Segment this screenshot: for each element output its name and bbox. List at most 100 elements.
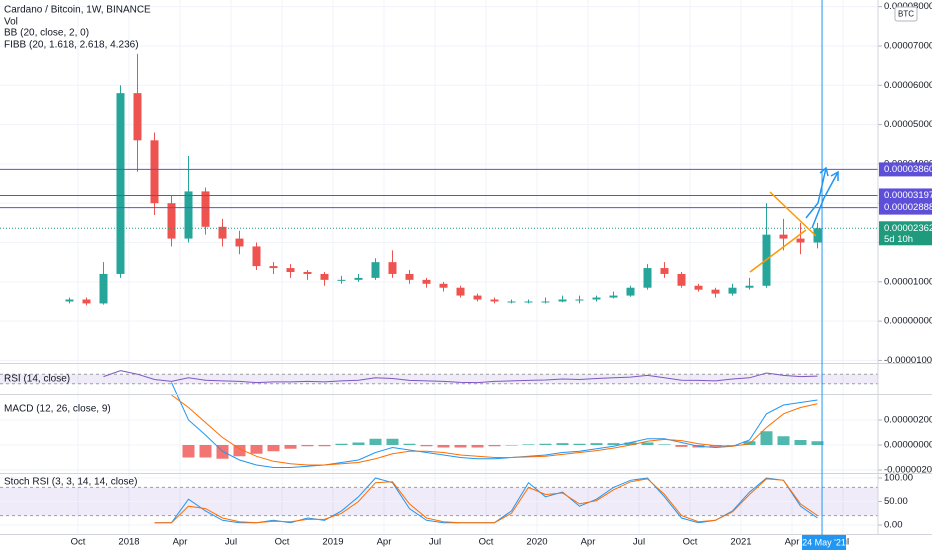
crosshair-date: 24 May '21 <box>802 537 846 547</box>
level-label-box <box>879 162 932 177</box>
candle-body <box>813 228 822 243</box>
candle-body <box>116 93 125 274</box>
x-tick-label: Apr <box>377 537 392 548</box>
candle-body <box>286 268 295 272</box>
candle-body <box>660 268 669 274</box>
candle-body <box>371 262 380 278</box>
candle-body <box>456 287 465 296</box>
histogram-bar <box>539 443 552 445</box>
candle-body <box>133 93 142 141</box>
candle-body <box>558 299 567 302</box>
y-tick-label: 0.00000200 <box>884 415 932 426</box>
candle-body <box>422 279 431 284</box>
x-tick-label: Apr <box>785 537 800 548</box>
candle-body <box>354 277 363 280</box>
y-tick-label: -0.00001000 <box>884 355 932 366</box>
currency-label: BTC <box>898 10 914 19</box>
indicator-line <box>154 478 818 524</box>
histogram-bar <box>471 445 484 448</box>
histogram-bar <box>556 443 569 445</box>
y-tick-label: 100.00 <box>884 473 913 484</box>
histogram-bar <box>573 443 586 445</box>
y-tick-label: 0.00006000 <box>884 80 932 91</box>
histogram-bar <box>607 443 620 445</box>
candle-body <box>439 283 448 288</box>
trend-line <box>749 229 807 273</box>
histogram-bar <box>386 438 399 445</box>
plot-area <box>0 0 878 534</box>
candle-body <box>167 203 176 239</box>
candle-body <box>473 295 482 300</box>
currency-box <box>894 6 918 22</box>
candle-body <box>745 285 754 288</box>
candle-body <box>65 299 74 302</box>
histogram-bar <box>233 445 246 457</box>
candle-body <box>779 234 788 239</box>
y-tick-label: 0.00001000 <box>884 276 932 287</box>
histogram-bar <box>199 445 212 458</box>
projection-arrow <box>811 171 839 229</box>
candle-body <box>643 268 652 288</box>
x-tick-label: Jul <box>633 537 645 548</box>
histogram-bar <box>726 445 739 446</box>
candle-body <box>490 299 499 302</box>
histogram-bar <box>369 438 382 445</box>
indicator-label: Vol <box>4 17 18 28</box>
histogram-bar <box>624 442 637 445</box>
histogram-bar <box>794 440 807 445</box>
histogram-bar <box>658 444 671 445</box>
candle-body <box>609 295 618 298</box>
candle-body <box>711 289 720 294</box>
projection-arrow <box>805 167 827 219</box>
histogram-bar <box>522 444 535 445</box>
last-price-label: 0.00002362 <box>884 223 932 234</box>
level-label: 0.00003197 <box>884 190 932 201</box>
band-fill <box>0 374 878 384</box>
y-tick-label: 50.00 <box>884 496 908 507</box>
histogram-bar <box>267 445 280 452</box>
level-label: 0.00003860 <box>884 164 932 175</box>
indicator-line <box>171 382 818 468</box>
histogram-bar <box>420 445 433 447</box>
x-tick-label: Apr <box>173 537 188 548</box>
candle-body <box>388 262 397 274</box>
x-tick-label: Oct <box>71 537 86 548</box>
candle-body <box>626 287 635 296</box>
candle-body <box>524 301 533 303</box>
indicator-line <box>103 370 818 384</box>
x-tick-label: 2019 <box>322 537 343 548</box>
candle-body <box>82 299 91 304</box>
symbol-title: Cardano / Bitcoin, 1W, BINANCE <box>4 5 151 16</box>
trend-line <box>769 191 817 237</box>
histogram-bar <box>335 443 348 445</box>
histogram-bar <box>250 445 263 454</box>
pane-title: RSI (14, close) <box>4 374 70 385</box>
candle-body <box>541 301 550 303</box>
candle-body <box>99 273 108 304</box>
histogram-bar <box>301 445 314 447</box>
candle-body <box>337 279 346 281</box>
x-tick-label: Jul <box>429 537 441 548</box>
indicator-label: BB (20, close, 2, 0) <box>4 28 89 39</box>
candle-body <box>201 191 210 227</box>
y-tick-label: 0.00005000 <box>884 119 932 130</box>
y-tick-label: 0.00 <box>884 520 903 531</box>
histogram-bar <box>352 442 365 445</box>
pane-title: Stoch RSI (3, 3, 14, 14, close) <box>4 477 137 488</box>
histogram-bar <box>760 431 773 445</box>
candle-body <box>320 273 329 280</box>
histogram-bar <box>437 445 450 448</box>
histogram-bar <box>182 445 195 458</box>
y-tick-label: -0.00000200 <box>884 465 932 476</box>
axes: 0.000080000.000070000.000060000.00005000… <box>71 1 932 548</box>
x-tick-label: Oct <box>479 537 494 548</box>
histogram-bar <box>403 443 416 445</box>
level-label-box <box>879 188 932 203</box>
candle-body <box>184 191 193 239</box>
drawings <box>749 166 839 273</box>
histogram-bar <box>488 445 501 447</box>
candle-body <box>235 238 244 247</box>
x-tick-label: 2018 <box>118 537 139 548</box>
x-tick-label: Jul <box>225 537 237 548</box>
